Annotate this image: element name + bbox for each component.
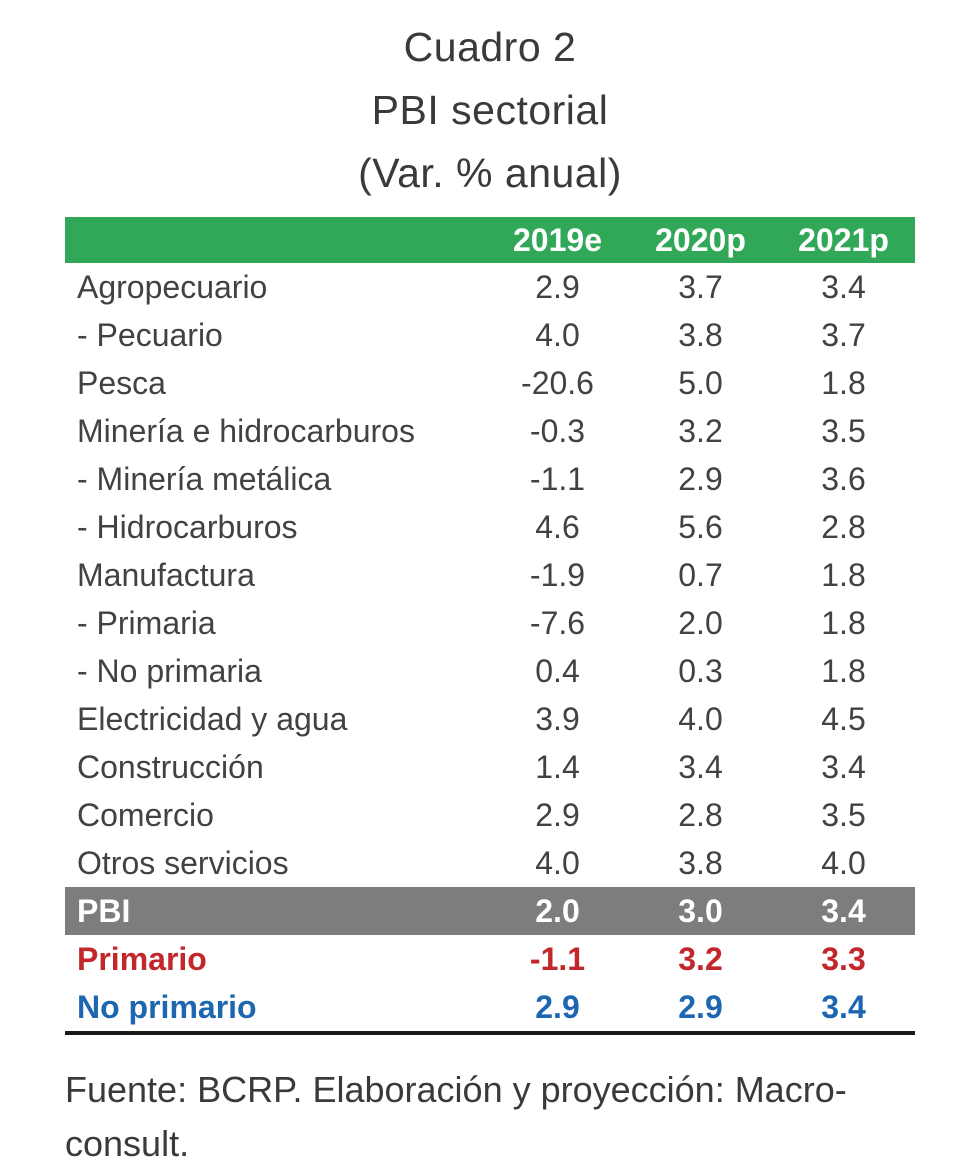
cell-value: 2.9	[535, 268, 580, 305]
cell-value: 3.4	[821, 748, 866, 785]
table-row: Agropecuario 2.9 3.7 3.4	[65, 263, 915, 311]
row-label: Primario	[77, 940, 207, 977]
cell-value: 3.7	[821, 316, 866, 353]
row-label: Agropecuario	[77, 268, 268, 305]
cell-value: 2.9	[535, 988, 580, 1025]
cell-value: -1.1	[529, 940, 586, 977]
cell-value: 4.0	[535, 844, 580, 881]
cell-value: 2.9	[678, 460, 723, 497]
cell-value: -20.6	[521, 364, 594, 401]
row-label: Manufactura	[77, 556, 255, 593]
cell-value: 3.8	[678, 316, 723, 353]
column-header-blank	[65, 217, 486, 263]
cell-value: 3.5	[821, 796, 866, 833]
cell-value: 4.0	[821, 844, 866, 881]
cell-value: 5.0	[678, 364, 723, 401]
row-label: No primario	[77, 988, 257, 1025]
cell-value: 4.6	[535, 508, 580, 545]
cell-value: 3.3	[821, 940, 866, 977]
cell-value: 0.3	[678, 652, 723, 689]
row-label: Comercio	[77, 796, 214, 833]
cell-value: 3.6	[821, 460, 866, 497]
title-line-2: PBI sectorial	[371, 87, 609, 133]
cell-value: 3.4	[821, 988, 866, 1025]
table-row: Pesca -20.6 5.0 1.8	[65, 359, 915, 407]
table-row: - Minería metálica -1.1 2.9 3.6	[65, 455, 915, 503]
row-label: - Hidrocarburos	[77, 508, 298, 545]
cell-value: 1.8	[821, 652, 866, 689]
cell-value: -7.6	[529, 604, 586, 641]
cell-value: 2.0	[678, 604, 723, 641]
cell-value: 2.8	[678, 796, 723, 833]
row-label: Minería e hidrocarburos	[77, 412, 415, 449]
cell-value: 3.2	[678, 412, 723, 449]
cell-value: 3.5	[821, 412, 866, 449]
table-row: PBI 2.0 3.0 3.4	[65, 887, 915, 935]
cell-value: 3.2	[678, 940, 723, 977]
table-row: Otros servicios 4.0 3.8 4.0	[65, 839, 915, 887]
row-label: PBI	[77, 892, 131, 929]
table-row: No primario 2.9 2.9 3.4	[65, 983, 915, 1033]
title-line-1: Cuadro 2	[403, 24, 577, 70]
cell-value: -1.1	[529, 460, 586, 497]
cell-value: 2.0	[535, 892, 580, 929]
title-line-3: (Var. % anual)	[358, 150, 622, 196]
cell-value: -1.9	[529, 556, 586, 593]
cell-value: 3.4	[821, 268, 866, 305]
table-row: - Primaria -7.6 2.0 1.8	[65, 599, 915, 647]
cell-value: 2.9	[535, 796, 580, 833]
cell-value: 3.0	[678, 892, 723, 929]
row-label: - Pecuario	[77, 316, 223, 353]
cell-value: 1.8	[821, 556, 866, 593]
cell-value: 4.5	[821, 700, 866, 737]
row-label: Electricidad y agua	[77, 700, 348, 737]
cell-value: 3.4	[821, 892, 866, 929]
cell-value: 3.4	[678, 748, 723, 785]
table-row: Primario -1.1 3.2 3.3	[65, 935, 915, 983]
table-row: Minería e hidrocarburos -0.3 3.2 3.5	[65, 407, 915, 455]
row-label: - No primaria	[77, 652, 262, 689]
cell-value: 1.8	[821, 364, 866, 401]
cell-value: 3.7	[678, 268, 723, 305]
cell-value: 2.9	[678, 988, 723, 1025]
table-header-row: 2019e 2020p 2021p	[65, 217, 915, 263]
table-row: - No primaria 0.4 0.3 1.8	[65, 647, 915, 695]
cell-value: 2.8	[821, 508, 866, 545]
cell-value: 0.4	[535, 652, 580, 689]
table-row: Comercio 2.9 2.8 3.5	[65, 791, 915, 839]
table-row: Electricidad y agua 3.9 4.0 4.5	[65, 695, 915, 743]
cell-value: 3.9	[535, 700, 580, 737]
table-row: Manufactura -1.9 0.7 1.8	[65, 551, 915, 599]
cell-value: -0.3	[529, 412, 586, 449]
cell-value: 3.8	[678, 844, 723, 881]
cell-value: 5.6	[678, 508, 723, 545]
cell-value: 1.8	[821, 604, 866, 641]
cell-value: 4.0	[678, 700, 723, 737]
row-label: Pesca	[77, 364, 166, 401]
page-title: Cuadro 2 PBI sectorial (Var. % anual)	[0, 16, 980, 205]
cell-value: 4.0	[535, 316, 580, 353]
source-note: Fuente: BCRP. Elaboración y proyección: …	[65, 1069, 847, 1164]
cell-value: 0.7	[678, 556, 723, 593]
table-row: - Pecuario 4.0 3.8 3.7	[65, 311, 915, 359]
column-header-2021p: 2021p	[772, 217, 915, 263]
row-label: Construcción	[77, 748, 264, 785]
column-header-2020p: 2020p	[629, 217, 772, 263]
pbi-sector-table: 2019e 2020p 2021p Agropecuario 2.9 3.7 3.4 -…	[65, 217, 915, 1035]
row-label: - Primaria	[77, 604, 216, 641]
cell-value: 1.4	[535, 748, 580, 785]
table-row: - Hidrocarburos 4.6 5.6 2.8	[65, 503, 915, 551]
column-header-2019e: 2019e	[486, 217, 629, 263]
row-label: - Minería metálica	[77, 460, 332, 497]
table-row: Construcción 1.4 3.4 3.4	[65, 743, 915, 791]
row-label: Otros servicios	[77, 844, 289, 881]
